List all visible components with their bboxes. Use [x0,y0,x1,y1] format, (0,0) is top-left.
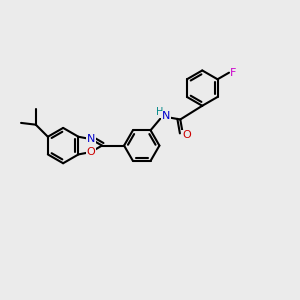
Text: N: N [162,111,170,121]
Text: O: O [86,147,95,157]
Text: H: H [156,107,164,117]
Text: N: N [87,134,95,144]
Text: O: O [182,130,191,140]
Text: F: F [230,68,237,78]
